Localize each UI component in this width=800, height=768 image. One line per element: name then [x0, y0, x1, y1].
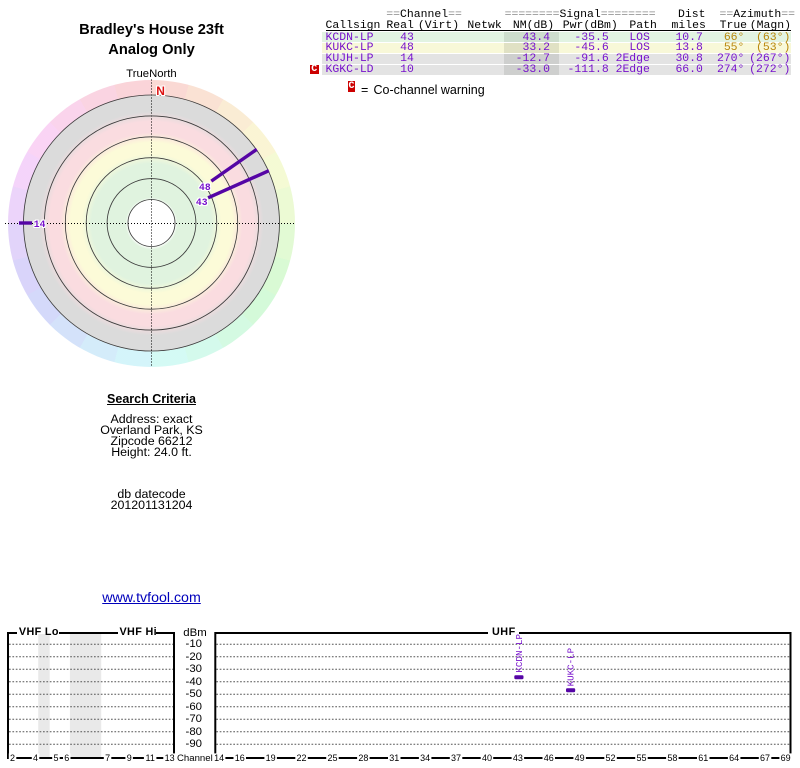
svg-text:KCDN-LP: KCDN-LP — [514, 634, 525, 673]
svg-text:9: 9 — [127, 753, 132, 763]
svg-text:31: 31 — [389, 753, 399, 763]
svg-text:49: 49 — [575, 753, 585, 763]
svg-text:22: 22 — [297, 753, 307, 763]
svg-text:61: 61 — [698, 753, 708, 763]
svg-text:KUKC-LP: KUKC-LP — [566, 647, 577, 686]
svg-text:34: 34 — [420, 753, 430, 763]
svg-text:4: 4 — [33, 753, 38, 763]
svg-text:43: 43 — [513, 753, 523, 763]
svg-text:40: 40 — [482, 753, 492, 763]
svg-text:64: 64 — [729, 753, 739, 763]
svg-text:25: 25 — [327, 753, 337, 763]
svg-text:37: 37 — [451, 753, 461, 763]
svg-text:52: 52 — [606, 753, 616, 763]
svg-text:46: 46 — [544, 753, 554, 763]
svg-text:11: 11 — [146, 753, 155, 763]
svg-text:5: 5 — [53, 753, 58, 763]
svg-text:16: 16 — [235, 753, 245, 763]
svg-text:2: 2 — [10, 753, 15, 763]
svg-text:28: 28 — [358, 753, 368, 763]
svg-text:14: 14 — [214, 753, 224, 763]
svg-text:55: 55 — [636, 753, 646, 763]
svg-text:6: 6 — [64, 753, 69, 763]
svg-text:19: 19 — [266, 753, 276, 763]
svg-text:58: 58 — [667, 753, 677, 763]
svg-text:13: 13 — [165, 753, 175, 763]
svg-text:67: 67 — [760, 753, 770, 763]
svg-text:7: 7 — [105, 753, 110, 763]
svg-text:69: 69 — [781, 753, 791, 763]
